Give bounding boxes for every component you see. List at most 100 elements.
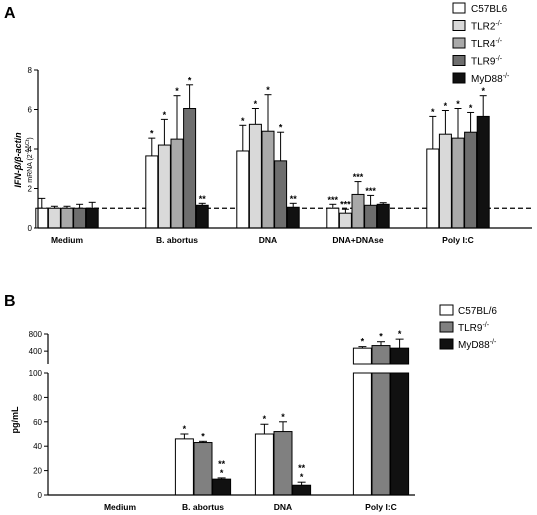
y-tick-label: 100 (29, 369, 43, 378)
x-tick-label: Poly I:C (442, 235, 474, 245)
bar-myd88-poly-i-c-upper (390, 347, 410, 365)
x-tick-label: B. abortus (156, 235, 198, 245)
bar-tlr9-poly-i-c-lower (371, 372, 391, 496)
bar-tlr2-dna-dnase (338, 212, 352, 229)
legend-label: MyD88-/- (458, 339, 497, 351)
y-tick-label: 400 (29, 347, 43, 356)
significance-mark: * (279, 123, 283, 133)
legend-label: MyD88-/- (471, 73, 510, 85)
y-axis-title-b: pg/mL (10, 406, 20, 433)
x-tick-label: Medium (51, 235, 84, 245)
significance-mark: * (361, 337, 365, 347)
bar-myd88-dna (286, 206, 300, 229)
significance-mark: * (379, 332, 383, 342)
significance-mark: * (183, 424, 187, 434)
legend-label: C57BL6 (471, 4, 508, 15)
bar-tlr4-dna-dnase (351, 193, 365, 229)
bar-c57bl6-dna-dnase (326, 207, 340, 229)
legend-name: MyD88 (471, 74, 503, 85)
bar-myd88-poly-i-c (476, 115, 490, 229)
significance-mark: *** (340, 200, 351, 210)
legend-label: TLR2-/- (471, 21, 503, 33)
significance-mark: * (431, 107, 435, 117)
legend-swatch (452, 20, 466, 31)
bar-tlr2-b-abortus (157, 144, 171, 229)
legend-superscript: -/- (495, 56, 502, 63)
chart-panel-b: pg/mL ****** ***** * * Medium B. abortus DNA P… (10, 304, 497, 512)
legend-swatch (439, 321, 454, 333)
legend-name: MyD88 (458, 340, 490, 351)
significance-mark: * (469, 103, 473, 113)
x-tick-label: Medium (104, 502, 137, 512)
legend-label: TLR9-/- (458, 322, 490, 334)
legend-swatch (439, 338, 454, 350)
significance-mark: * (281, 412, 285, 422)
bar-tlr9-poly-i-c (464, 131, 478, 229)
bar-c57bl-6-dna (254, 433, 274, 496)
y-tick-label: 800 (29, 330, 43, 339)
significance-mark: * (254, 99, 258, 109)
significance-mark: * (150, 129, 154, 139)
legend-superscript: -/- (482, 322, 489, 329)
bar-tlr9-poly-i-c-upper (371, 345, 391, 365)
legend-swatch (452, 2, 466, 14)
panel-b-letter: B (4, 293, 16, 310)
bar-tlr2-dna (248, 123, 262, 229)
legend-name: TLR9 (471, 57, 496, 68)
significance-mark: * (481, 86, 485, 96)
bar-c57bl6-b-abortus (145, 155, 159, 229)
significance-mark: * (444, 101, 448, 111)
y-tick-label: 0 (38, 491, 43, 500)
significance-mark: * (163, 110, 167, 120)
bar-myd88-poly-i-c-lower (390, 372, 410, 496)
legend-name: TLR2 (471, 22, 496, 33)
significance-mark: * (188, 75, 192, 85)
legend-swatch (452, 72, 466, 84)
y-axis-subtitle-a: mRNA (2-ΔΔCt) (25, 137, 34, 182)
bar-myd88-medium (85, 207, 99, 229)
y-tick-label: 60 (33, 418, 42, 427)
legend-superscript: -/- (490, 339, 497, 346)
significance-mark: * (263, 414, 267, 424)
bar-myd88-dna (292, 484, 312, 496)
y-tick-label: 2 (28, 185, 33, 194)
y-tick-label: 0 (28, 224, 33, 233)
legend-superscript: -/- (495, 21, 502, 28)
legend-swatch (439, 304, 454, 316)
bar-c57bl-6-b-abortus (174, 438, 194, 496)
panel-a-letter: A (4, 5, 16, 22)
significance-mark: * (398, 329, 402, 339)
x-tick-label: DNA+DNAse (332, 235, 384, 245)
x-tick-label: Poly I:C (365, 502, 397, 512)
significance-mark: * (266, 85, 270, 95)
bar-tlr9-dna (273, 431, 293, 496)
bar-tlr9-b-abortus (183, 108, 197, 229)
chart-panel-a: IFN-β/β-actin mRNA (2-ΔΔCt) ************… (13, 2, 532, 245)
legend-label: TLR9-/- (471, 56, 503, 68)
y-tick-label: 8 (28, 66, 33, 75)
legend-superscript: -/- (495, 38, 502, 45)
bar-tlr4-b-abortus (170, 138, 184, 229)
bar-tlr9-b-abortus (193, 442, 213, 496)
significance-mark: * (241, 116, 245, 126)
bar-c57bl6-dna (236, 150, 250, 229)
bar-c57bl6-poly-i-c (426, 148, 440, 229)
y-tick-label: 80 (33, 393, 42, 402)
x-tick-label: DNA (259, 235, 277, 245)
significance-mark: *** (365, 186, 376, 196)
bar-tlr2-poly-i-c (438, 133, 452, 229)
legend-name: C57BL/6 (458, 306, 497, 317)
legend-swatch (452, 55, 466, 66)
legend-superscript: -/- (503, 73, 510, 80)
bar-tlr4-poly-i-c (451, 137, 465, 229)
legend-swatch (452, 37, 466, 49)
significance-mark: * (300, 472, 304, 482)
bar-myd88-b-abortus (212, 478, 232, 496)
legend-name: TLR4 (471, 39, 496, 50)
bar-myd88-b-abortus (195, 204, 209, 229)
significance-mark: ** (290, 194, 298, 204)
y-axis-label-a: IFN-β/β-actin mRNA (2-ΔΔCt) (13, 132, 34, 188)
bar-tlr4-medium (60, 207, 74, 229)
significance-mark: *** (353, 172, 364, 182)
